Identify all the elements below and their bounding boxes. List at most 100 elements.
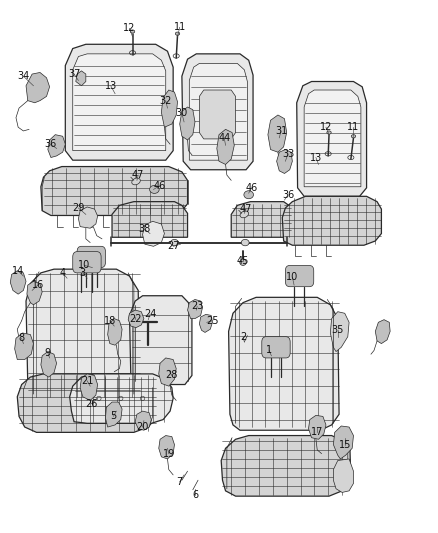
Text: 19: 19 (162, 449, 175, 458)
Polygon shape (159, 358, 176, 386)
Text: 38: 38 (139, 224, 151, 235)
Polygon shape (333, 426, 353, 459)
Ellipse shape (240, 259, 246, 265)
Text: 28: 28 (166, 370, 178, 381)
Text: 36: 36 (282, 190, 294, 200)
Ellipse shape (131, 30, 135, 33)
Text: 18: 18 (104, 316, 116, 326)
Text: 27: 27 (167, 241, 180, 251)
Polygon shape (231, 201, 292, 237)
Text: 25: 25 (206, 316, 219, 326)
Text: 26: 26 (85, 399, 98, 409)
Text: 8: 8 (18, 333, 25, 343)
Text: 23: 23 (191, 301, 203, 311)
Text: 44: 44 (218, 133, 230, 143)
Text: 22: 22 (129, 313, 141, 324)
Polygon shape (76, 71, 86, 86)
Text: 4: 4 (60, 268, 66, 278)
Text: 30: 30 (176, 108, 188, 118)
Text: 6: 6 (192, 490, 198, 500)
FancyBboxPatch shape (77, 246, 106, 268)
Polygon shape (182, 54, 253, 169)
Text: 37: 37 (68, 69, 80, 79)
Polygon shape (78, 207, 98, 228)
Polygon shape (17, 374, 157, 432)
Text: 2: 2 (240, 332, 246, 342)
Text: 14: 14 (12, 266, 24, 276)
Polygon shape (73, 54, 166, 151)
Polygon shape (330, 312, 349, 352)
Text: 47: 47 (240, 204, 252, 214)
Polygon shape (159, 435, 174, 459)
Text: 15: 15 (339, 440, 351, 450)
Text: 45: 45 (237, 256, 249, 266)
Polygon shape (26, 72, 49, 103)
Polygon shape (70, 374, 173, 423)
Text: 11: 11 (173, 22, 186, 33)
Ellipse shape (327, 131, 331, 134)
Text: 13: 13 (310, 152, 322, 163)
Polygon shape (199, 314, 212, 333)
Polygon shape (41, 352, 57, 377)
Polygon shape (11, 271, 26, 294)
Text: 31: 31 (275, 126, 287, 136)
Text: 7: 7 (177, 477, 183, 487)
Text: 1: 1 (266, 345, 272, 356)
Text: 17: 17 (311, 427, 323, 438)
Polygon shape (375, 320, 390, 344)
Text: 13: 13 (105, 81, 117, 91)
Ellipse shape (351, 135, 356, 138)
FancyBboxPatch shape (73, 252, 101, 273)
Polygon shape (128, 310, 144, 328)
Ellipse shape (150, 185, 159, 193)
Text: 29: 29 (72, 203, 85, 213)
Polygon shape (80, 374, 98, 400)
Text: 16: 16 (32, 280, 44, 290)
Text: 12: 12 (320, 122, 332, 132)
Text: 12: 12 (124, 23, 136, 34)
Ellipse shape (170, 239, 178, 246)
FancyBboxPatch shape (286, 265, 314, 287)
Text: 32: 32 (159, 95, 172, 106)
Ellipse shape (132, 178, 140, 185)
Text: 21: 21 (81, 376, 93, 386)
Text: 10: 10 (78, 261, 91, 270)
Polygon shape (304, 90, 361, 187)
Polygon shape (229, 297, 339, 430)
Polygon shape (65, 44, 173, 160)
Text: 3: 3 (80, 268, 86, 278)
Ellipse shape (241, 239, 249, 246)
Polygon shape (130, 296, 192, 384)
Polygon shape (221, 435, 351, 496)
Text: 10: 10 (286, 272, 298, 282)
Text: 35: 35 (332, 325, 344, 335)
Polygon shape (26, 269, 140, 400)
Text: 33: 33 (282, 149, 294, 159)
Polygon shape (112, 201, 187, 237)
Polygon shape (161, 90, 177, 127)
Text: 11: 11 (347, 122, 360, 132)
Polygon shape (187, 300, 202, 319)
Polygon shape (27, 281, 42, 305)
Polygon shape (333, 459, 353, 492)
Ellipse shape (175, 32, 180, 35)
Text: 36: 36 (45, 139, 57, 149)
Polygon shape (283, 196, 381, 245)
Polygon shape (14, 333, 33, 360)
Polygon shape (308, 415, 326, 439)
Text: 5: 5 (110, 411, 117, 422)
Text: 46: 46 (246, 183, 258, 193)
Ellipse shape (240, 211, 249, 218)
Text: 20: 20 (136, 422, 149, 432)
Polygon shape (297, 82, 367, 196)
Text: 46: 46 (154, 181, 166, 191)
Polygon shape (48, 135, 65, 158)
Polygon shape (106, 402, 122, 427)
Text: 34: 34 (17, 71, 29, 81)
Polygon shape (217, 130, 234, 165)
Ellipse shape (244, 191, 254, 199)
Text: 47: 47 (132, 170, 145, 180)
Polygon shape (199, 90, 236, 139)
Polygon shape (268, 115, 287, 152)
Polygon shape (108, 319, 122, 345)
